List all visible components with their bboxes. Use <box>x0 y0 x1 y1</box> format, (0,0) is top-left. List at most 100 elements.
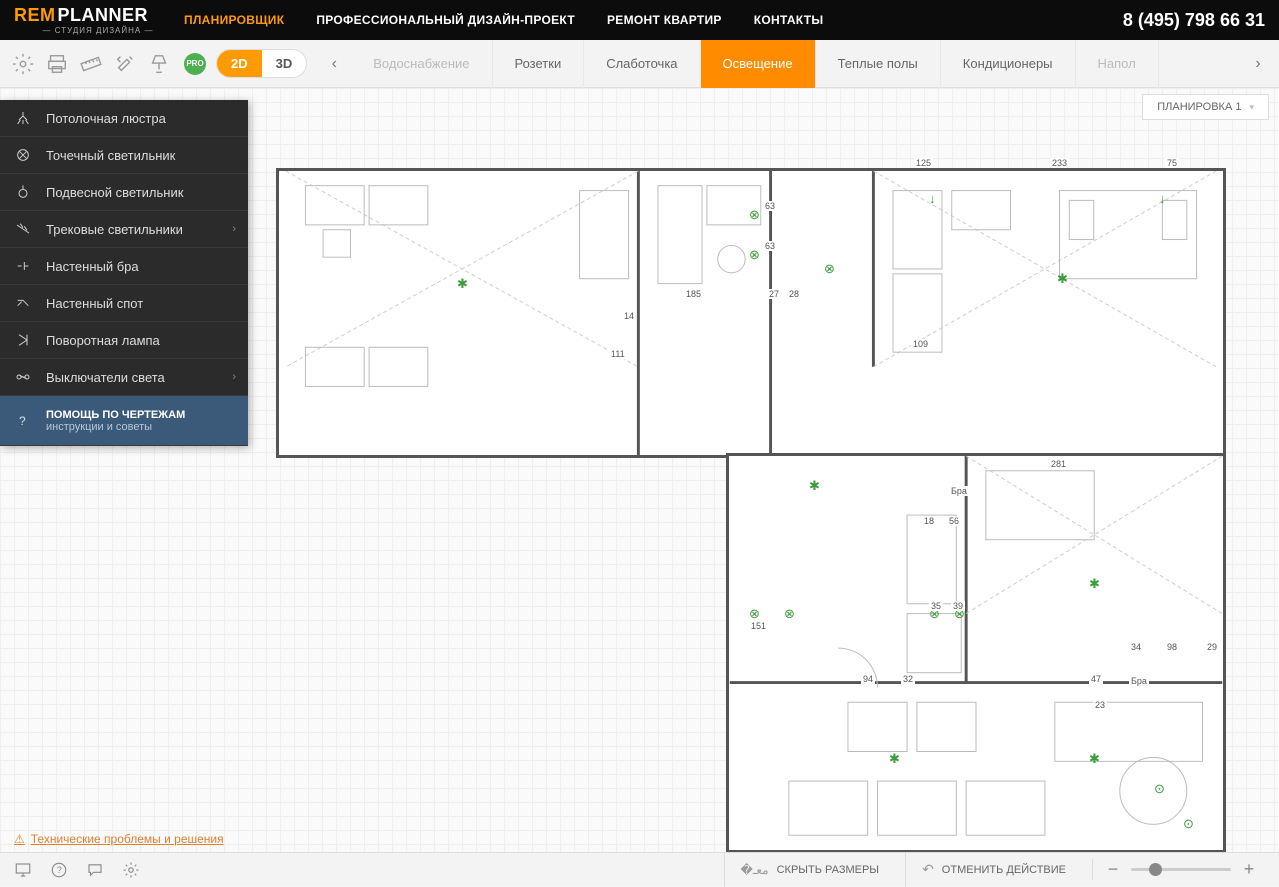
dim-label: 56 <box>947 516 961 526</box>
help-icon: ? <box>14 412 32 430</box>
sconce-icon <box>14 257 32 275</box>
dim-label: 18 <box>922 516 936 526</box>
print-icon[interactable] <box>42 49 72 79</box>
tab-ac[interactable]: Кондиционеры <box>941 40 1076 88</box>
lamp-icon[interactable] <box>144 49 174 79</box>
dim-label: 28 <box>787 289 801 299</box>
zoom-slider[interactable] <box>1131 868 1231 871</box>
rotating-icon <box>14 331 32 349</box>
light-marker[interactable]: ⊗ <box>749 207 760 223</box>
dim-label: 34 <box>1129 642 1143 652</box>
layout-selector[interactable]: ПЛАНИРОВКА 1 <box>1142 94 1269 120</box>
tabs-next-icon[interactable]: › <box>1245 46 1271 82</box>
settings-icon[interactable] <box>118 857 144 883</box>
light-marker[interactable]: ✱ <box>1057 271 1068 287</box>
tool-label: Выключатели света <box>46 370 165 385</box>
spotlight-icon <box>14 146 32 164</box>
help-subtitle: инструкции и советы <box>46 421 185 433</box>
floor-plan-lower[interactable]: ✱ ✱ ✱ ✱ ⊗ ⊗ ⊗ ⊗ ⊙ ⊙ 281 18 56 35 39 151 … <box>726 453 1226 853</box>
tool-rotating-lamp[interactable]: Поворотная лампа <box>0 322 248 359</box>
floor-plan-upper[interactable]: ✱ ⊗ ⊗ ⊗ ✱ ↓ ↓ 63 63 185 27 28 14 111 109 <box>276 168 1226 458</box>
dim-label: 29 <box>1205 642 1219 652</box>
phone-number[interactable]: 8 (495) 798 66 31 <box>1123 10 1265 31</box>
dim-label: 35 <box>929 601 943 611</box>
tool-ceiling-chandelier[interactable]: Потолочная люстра <box>0 100 248 137</box>
light-marker[interactable]: ✱ <box>1089 576 1100 592</box>
dim-label: 75 <box>1165 158 1179 168</box>
light-marker[interactable]: ✱ <box>889 751 900 767</box>
zoom-out-button[interactable]: − <box>1105 859 1121 880</box>
tab-heating[interactable]: Теплые полы <box>816 40 941 88</box>
chevron-right-icon: › <box>232 223 236 235</box>
light-marker[interactable]: ⊙ <box>1154 781 1165 797</box>
nav-planner[interactable]: ПЛАНИРОВЩИК <box>184 13 284 27</box>
logo-planner: PLANNER <box>58 5 149 26</box>
tool-label: Настенный бра <box>46 259 139 274</box>
toolbar: PRO 2D 3D ‹ Водоснабжение Розетки Слабот… <box>0 40 1279 88</box>
nav-pro-design[interactable]: ПРОФЕССИОНАЛЬНЫЙ ДИЗАЙН-ПРОЕКТ <box>316 13 575 27</box>
dim-label: 109 <box>911 339 930 349</box>
dim-label: 39 <box>951 601 965 611</box>
help-drawings[interactable]: ? ПОМОЩЬ ПО ЧЕРТЕЖАМ инструкции и советы <box>0 396 248 446</box>
dim-label: 63 <box>763 201 777 211</box>
undo-button[interactable]: ↶ ОТМЕНИТЬ ДЕЙСТВИЕ <box>905 853 1082 887</box>
settings-gear-icon[interactable] <box>8 49 38 79</box>
tool-wall-spot[interactable]: Настенный спот <box>0 285 248 322</box>
layout-label: ПЛАНИРОВКА 1 <box>1157 101 1241 113</box>
zoom-in-button[interactable]: + <box>1241 859 1257 880</box>
dim-label: 233 <box>1050 158 1069 168</box>
tool-label: Трековые светильники <box>46 222 183 237</box>
light-marker[interactable]: ✱ <box>457 276 468 292</box>
help-circle-icon[interactable]: ? <box>46 857 72 883</box>
light-marker[interactable]: ⊗ <box>824 261 835 277</box>
chat-icon[interactable] <box>82 857 108 883</box>
hide-dims-label: СКРЫТЬ РАЗМЕРЫ <box>777 864 879 876</box>
tool-pendant-light[interactable]: Подвесной светильник <box>0 174 248 211</box>
dim-label: 94 <box>861 674 875 684</box>
chevron-right-icon: › <box>232 371 236 383</box>
undo-label: ОТМЕНИТЬ ДЕЙСТВИЕ <box>942 864 1066 876</box>
bra-label: Бра <box>949 486 969 496</box>
tool-spot-light[interactable]: Точечный светильник <box>0 137 248 174</box>
hide-dimensions-button[interactable]: �معـ СКРЫТЬ РАЗМЕРЫ <box>724 853 896 887</box>
light-marker[interactable]: ✱ <box>809 478 820 494</box>
tab-lowvoltage[interactable]: Слаботочка <box>584 40 700 88</box>
tab-water[interactable]: Водоснабжение <box>351 40 492 88</box>
bra-label: Бра <box>1129 676 1149 686</box>
light-marker[interactable]: ↓ <box>1159 191 1166 206</box>
tool-track-lights[interactable]: Трековые светильники › <box>0 211 248 248</box>
top-nav: REM PLANNER — СТУДИЯ ДИЗАЙНА — ПЛАНИРОВЩ… <box>0 0 1279 40</box>
tab-floor[interactable]: Напол <box>1076 40 1159 88</box>
tab-lighting[interactable]: Освещение <box>701 40 816 88</box>
dim-label: 185 <box>684 289 703 299</box>
logo-subtitle: — СТУДИЯ ДИЗАЙНА — <box>43 26 154 35</box>
logo[interactable]: REM PLANNER — СТУДИЯ ДИЗАЙНА — <box>14 5 184 35</box>
tool-panel: Потолочная люстра Точечный светильник По… <box>0 100 248 446</box>
nav-contacts[interactable]: КОНТАКТЫ <box>754 13 824 27</box>
monitor-icon[interactable] <box>10 857 36 883</box>
tabs-prev-icon[interactable]: ‹ <box>321 46 347 82</box>
svg-text:?: ? <box>57 865 62 875</box>
chandelier-icon <box>14 109 32 127</box>
view-2d-button[interactable]: 2D <box>217 50 262 77</box>
pro-badge[interactable]: PRO <box>184 53 206 75</box>
nav-renovation[interactable]: РЕМОНТ КВАРТИР <box>607 13 722 27</box>
tab-sockets[interactable]: Розетки <box>493 40 585 88</box>
tool-wall-sconce[interactable]: Настенный бра <box>0 248 248 285</box>
view-3d-button[interactable]: 3D <box>262 50 307 77</box>
light-marker[interactable]: ⊙ <box>1183 816 1194 832</box>
light-marker[interactable]: ⊗ <box>784 606 795 622</box>
ruler-icon[interactable] <box>76 49 106 79</box>
tool-label: Поворотная лампа <box>46 333 160 348</box>
tech-issues-link[interactable]: Технические проблемы и решения <box>14 832 224 846</box>
help-title: ПОМОЩЬ ПО ЧЕРТЕЖАМ <box>46 409 185 421</box>
light-marker[interactable]: ↓ <box>929 191 936 206</box>
light-marker[interactable]: ✱ <box>1089 751 1100 767</box>
light-marker[interactable]: ⊗ <box>749 247 760 263</box>
tool-light-switches[interactable]: Выключатели света › <box>0 359 248 396</box>
dim-label: 281 <box>1049 459 1068 469</box>
tools-icon[interactable] <box>110 49 140 79</box>
light-marker[interactable]: ⊗ <box>749 606 760 622</box>
zoom-thumb[interactable] <box>1149 863 1162 876</box>
dim-label: 151 <box>749 621 768 631</box>
